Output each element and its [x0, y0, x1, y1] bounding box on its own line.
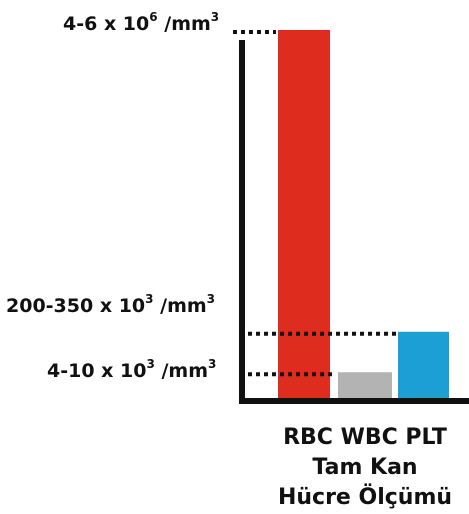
reference-label-plt-unit-exp: 3	[206, 292, 216, 306]
bar-plt	[398, 331, 449, 398]
caption-line-1: RBC WBC PLT	[283, 425, 447, 450]
reference-label-plt-text: 200-350 x 10	[6, 295, 146, 317]
reference-label-plt-unit: /mm	[160, 295, 207, 317]
bar-rbc	[278, 30, 330, 398]
reference-label-rbc-exp: 6	[149, 10, 158, 24]
reference-label-plt: 200-350 x 103 /mm3	[6, 293, 215, 317]
reference-label-rbc-text: 4-6 x 10	[63, 13, 150, 35]
reference-label-wbc-unit-exp: 3	[208, 357, 217, 371]
reference-label-rbc: 4-6 x 106 /mm3	[63, 11, 219, 35]
caption-line-2: Tam Kan	[312, 455, 418, 480]
reference-label-wbc: 4-10 x 103 /mm3	[47, 358, 216, 382]
reference-label-plt-exp: 3	[145, 292, 154, 306]
reference-label-wbc-unit: /mm	[161, 360, 209, 382]
reference-label-wbc-exp: 3	[146, 357, 155, 371]
reference-label-wbc-text: 4-10 x 10	[47, 360, 147, 382]
reference-label-rbc-unit: /mm	[164, 13, 211, 35]
reference-label-rbc-unit-exp: 3	[210, 10, 220, 24]
bar-wbc	[338, 372, 392, 398]
caption-line-3: Hücre Ölçümü	[277, 485, 453, 510]
